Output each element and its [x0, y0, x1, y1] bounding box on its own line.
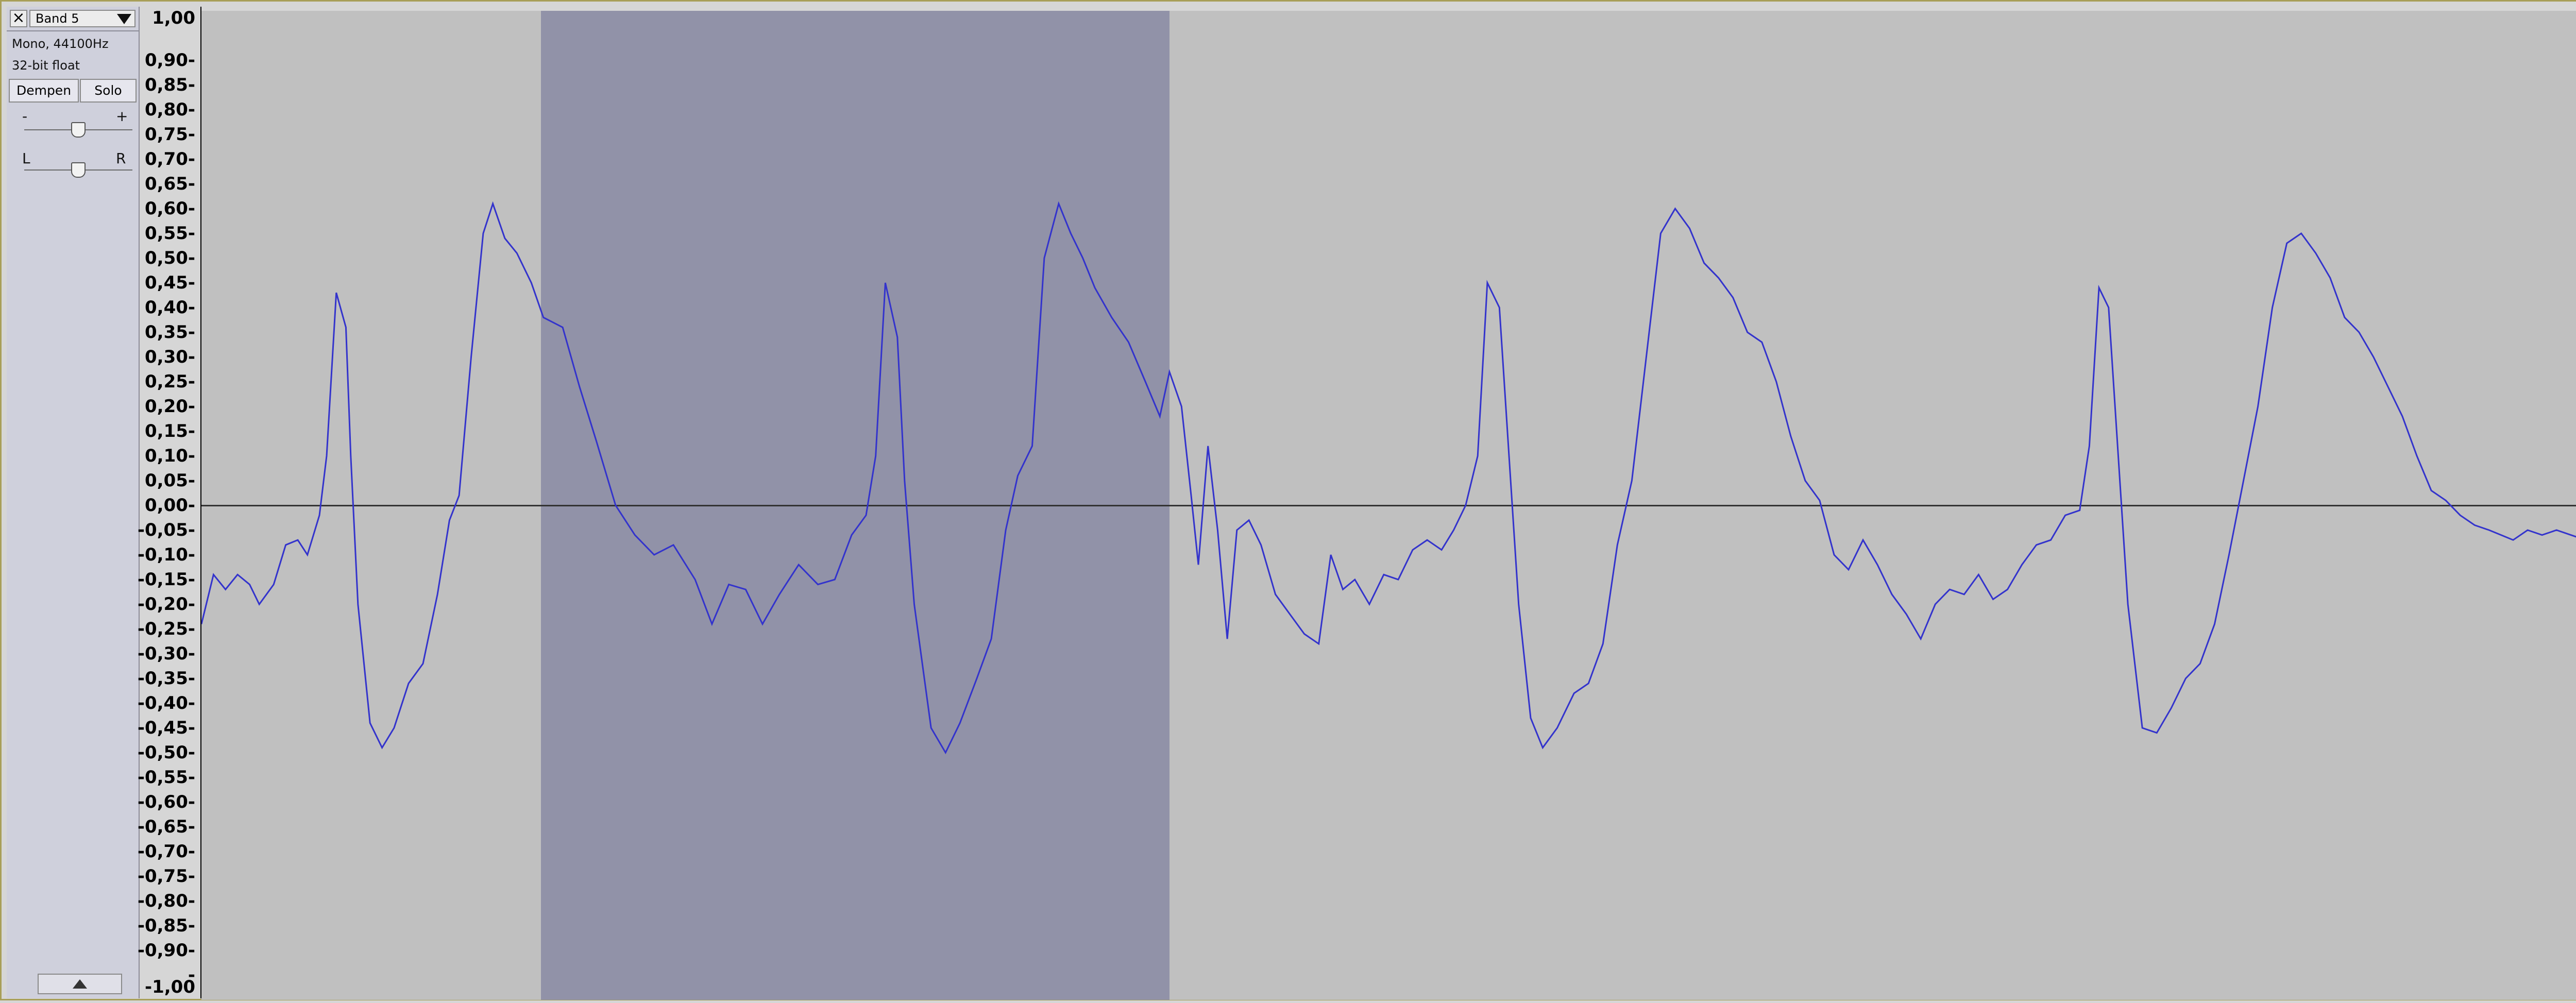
ruler-label: -0,30-: [137, 643, 195, 664]
ruler-label: 0,85-: [145, 75, 195, 95]
ruler-label: 0,60-: [145, 198, 195, 219]
close-track-button[interactable]: ×: [10, 10, 27, 27]
waveform-area[interactable]: [201, 11, 2576, 1000]
ruler-label: 0,40-: [145, 297, 195, 318]
ruler-label: -0,40-: [137, 693, 195, 713]
ruler-label: 0,15-: [145, 421, 195, 441]
ruler-label: -0,75-: [137, 866, 195, 887]
track-bitdepth-info: 32-bit float: [12, 58, 80, 73]
ruler-label: 0,55-: [145, 223, 195, 244]
ruler-label: -0,05-: [137, 520, 195, 540]
zero-line: [201, 505, 2576, 506]
pan-slider-thumb[interactable]: [71, 162, 86, 178]
ruler-label: -1,00: [145, 977, 195, 997]
ruler-label: 1,00: [152, 8, 195, 28]
ruler-label: -0,10-: [137, 545, 195, 565]
ruler-label: 0,25-: [145, 371, 195, 392]
chevron-down-icon: [117, 14, 131, 24]
ruler-label: 0,70-: [145, 149, 195, 169]
ruler-label: -0,90-: [137, 940, 195, 961]
ruler-label: 0,80-: [145, 99, 195, 120]
ruler-label: 0,90-: [145, 50, 195, 71]
ruler-label: 0,50-: [145, 248, 195, 268]
waveform-line: [201, 201, 2576, 755]
ruler-label: 0,30-: [145, 347, 195, 367]
ruler-label: 0,65-: [145, 174, 195, 194]
gain-minus-label: -: [22, 108, 28, 125]
gain-slider-thumb[interactable]: [71, 122, 86, 138]
track-name-label: Band 5: [36, 11, 79, 26]
ruler-label: -0,80-: [137, 891, 195, 911]
track-header: × Band 5: [7, 7, 139, 31]
ruler-label: -0,60-: [137, 792, 195, 812]
ruler-label: -0,15-: [137, 569, 195, 590]
ruler-label: -: [188, 965, 195, 985]
ruler-label: 0,45-: [145, 273, 195, 293]
track-control-panel: × Band 5 Mono, 44100Hz 32-bit float Demp…: [7, 7, 140, 998]
ruler-label: -0,85-: [137, 915, 195, 936]
ruler-label: 0,05-: [145, 470, 195, 491]
ruler-label: -0,55-: [137, 767, 195, 788]
ruler-label: 0,00-: [145, 495, 195, 516]
ruler-label: 0,75-: [145, 124, 195, 145]
ruler-label: 0,20-: [145, 396, 195, 417]
collapse-track-button[interactable]: [38, 974, 122, 994]
gain-plus-label: +: [116, 108, 128, 125]
ruler-label: -0,25-: [137, 619, 195, 639]
ruler-label: -0,70-: [137, 841, 195, 862]
ruler-label: -0,50-: [137, 742, 195, 763]
pan-right-label: R: [116, 150, 126, 167]
ruler-label: -0,35-: [137, 668, 195, 689]
track-format-info: Mono, 44100Hz: [12, 37, 109, 51]
ruler-label: 0,35-: [145, 322, 195, 343]
pan-left-label: L: [22, 150, 30, 167]
track-name-menu[interactable]: Band 5: [29, 10, 135, 27]
waveform: [201, 201, 2576, 755]
chevron-up-icon: [73, 979, 87, 989]
mute-button[interactable]: Dempen: [9, 79, 79, 103]
ruler-label: 0,10-: [145, 446, 195, 466]
ruler-label: -0,20-: [137, 594, 195, 615]
ruler-label: -0,45-: [137, 718, 195, 738]
solo-button[interactable]: Solo: [80, 79, 137, 103]
ruler-label: -0,65-: [137, 817, 195, 837]
amplitude-ruler: 1,00 0,90- 0,85- 0,80- 0,75- 0,70- 0,65- 0,60- 0…: [137, 7, 201, 998]
